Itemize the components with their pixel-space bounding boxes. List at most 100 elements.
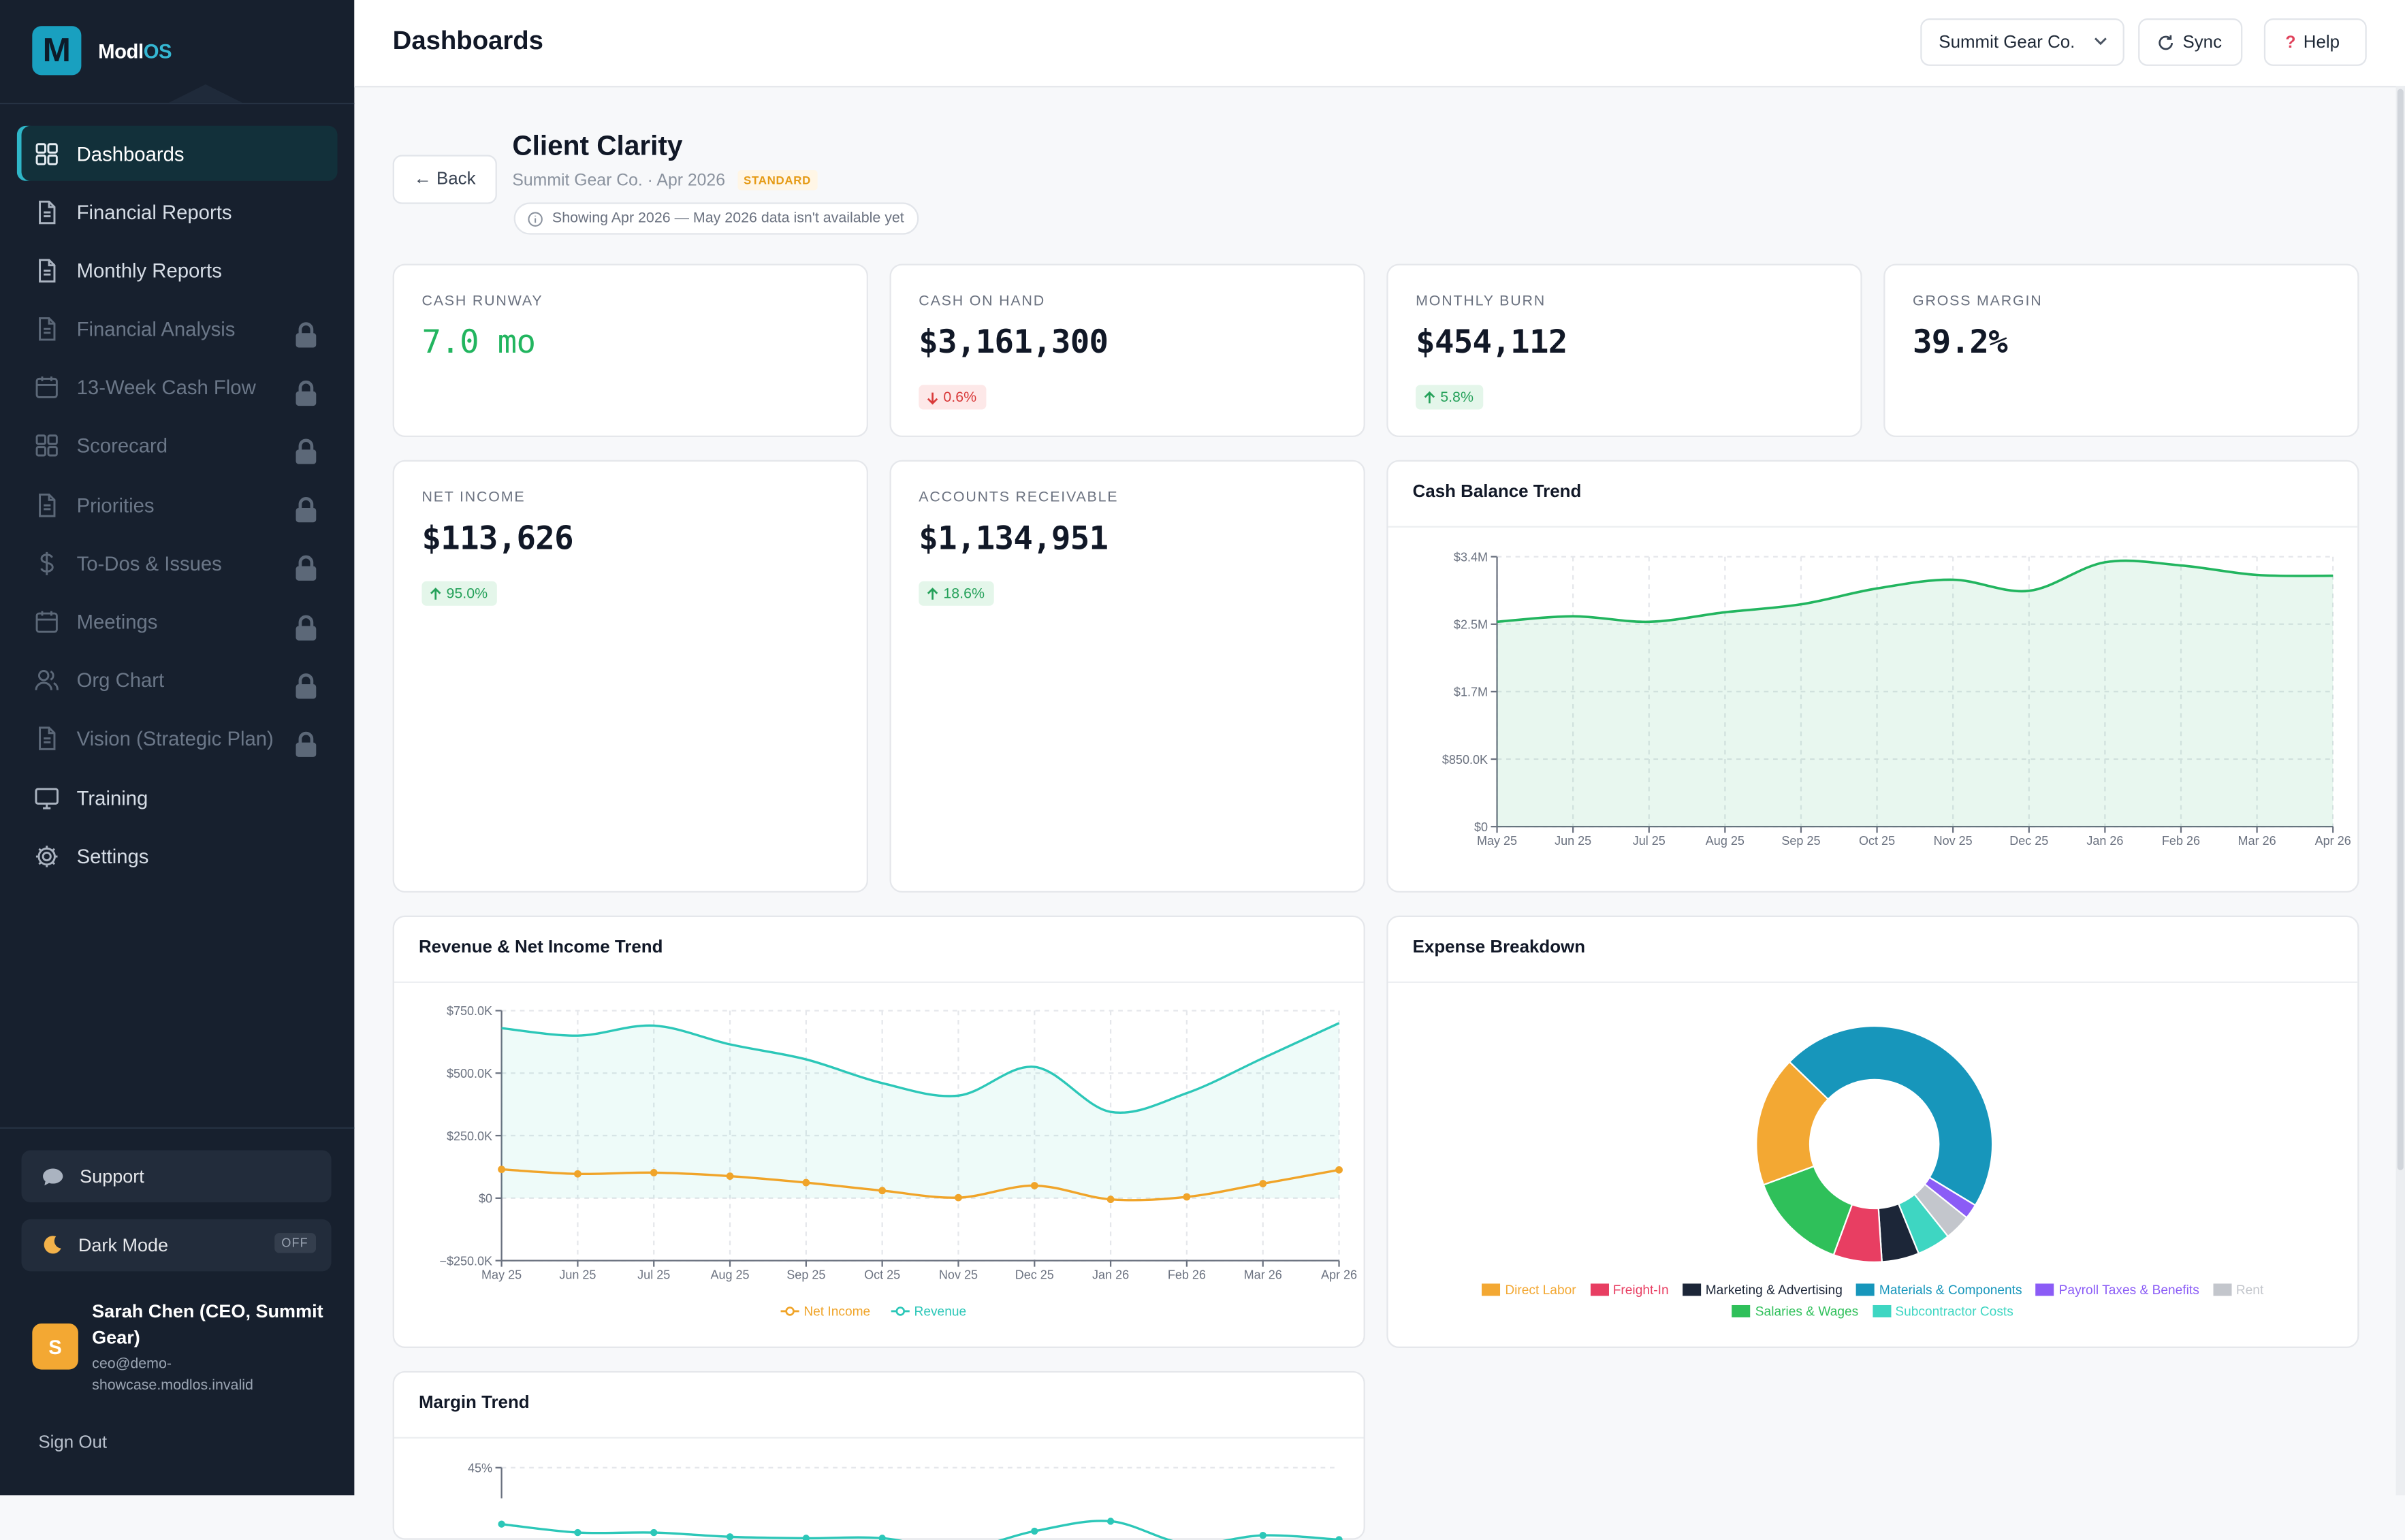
scrollbar-thumb[interactable]: [2397, 89, 2404, 1170]
brand-prefix: Modl: [98, 39, 144, 63]
sidebar-item-dashboards[interactable]: Dashboards: [16, 125, 338, 181]
expense-breakdown-chart[interactable]: [1388, 917, 2361, 1285]
chart-title: Revenue & Net Income Trend: [418, 938, 663, 957]
kpi-card-cash-runway[interactable]: CASH RUNWAY 7.0 mo: [392, 263, 868, 437]
revenue-net-income-chart-card: Revenue & Net Income Trend −$250.0K $0 $25…: [392, 915, 1367, 1349]
sidebar-item-label: Vision (Strategic Plan): [76, 727, 274, 751]
revenue-line: [501, 1022, 1340, 1114]
kpi-card-cash-on-hand[interactable]: CASH ON HAND $3,161,300 0.6%: [889, 263, 1365, 437]
brand[interactable]: M ModlOS: [32, 26, 172, 76]
sidebar-item-financial-analysis[interactable]: Financial Analysis: [17, 302, 338, 357]
legend-label: Subcontractor Costs: [1895, 1303, 2013, 1319]
legend-label: Revenue: [914, 1305, 967, 1319]
revenue-net-income-chart[interactable]: −$250.0K $0 $250.0K $500.0K $750.0K May 25 Jun…: [394, 917, 1367, 1349]
sidebar-item-meetings[interactable]: Meetings: [17, 594, 338, 649]
help-label: Help: [2303, 33, 2340, 52]
revenue-area: [501, 1023, 1339, 1198]
dollar-icon: [40, 551, 54, 575]
cash-balance-chart[interactable]: $0 $850.0K $1.7M $2.5M $3.4M May 25 Jun 25 Jul …: [1388, 462, 2361, 894]
sidebar-item-org-chart[interactable]: Org Chart: [17, 653, 338, 708]
legend-swatch: [1872, 1304, 1891, 1317]
dark-mode-toggle[interactable]: Dark Mode OFF: [21, 1219, 332, 1272]
x-tick-label: Nov 25: [1934, 834, 1973, 848]
legend-label: Rent: [2235, 1282, 2264, 1298]
net-income-point: [650, 1168, 658, 1176]
expense-breakdown-chart-card: Expense Breakdown Direct Labor Freight-In…: [1386, 915, 2361, 1349]
refresh-icon: [2159, 34, 2173, 50]
legend-item[interactable]: Salaries & Wages: [1732, 1304, 1858, 1319]
kpi-card-accounts-receivable[interactable]: ACCOUNTS RECEIVABLE $1,134,951 18.6%: [889, 460, 1365, 893]
topbar: Dashboards Summit Gear Co. Sync ? Help: [354, 0, 2405, 88]
kpi-card-net-income[interactable]: NET INCOME $113,626 95.0%: [392, 460, 868, 893]
brand-name: ModlOS: [98, 39, 172, 62]
document-icon: [39, 493, 56, 517]
chevron-down-icon: [2095, 37, 2107, 46]
sidebar-item-monthly-reports[interactable]: Monthly Reports: [17, 243, 338, 298]
margin-point: [1335, 1536, 1343, 1540]
document-icon: [39, 259, 56, 283]
chart-title: Margin Trend: [418, 1394, 530, 1413]
sidebar-item-settings[interactable]: Settings: [17, 829, 338, 884]
legend-item[interactable]: Materials & Components: [1856, 1282, 2022, 1298]
document-icon: [39, 317, 56, 341]
sidebar-notch: [168, 84, 242, 103]
kpi-label: GROSS MARGIN: [1912, 293, 2043, 310]
x-tick-label: Jun 25: [559, 1268, 596, 1282]
y-tick-label: 45%: [468, 1461, 492, 1475]
y-tick-label: $750.0K: [447, 1004, 492, 1018]
y-tick-label: $1.7M: [1454, 686, 1488, 699]
change-badge: 0.6%: [919, 385, 986, 410]
lock-icon: [296, 497, 317, 523]
sidebar-item-scorecard[interactable]: Scorecard: [17, 419, 338, 474]
kpi-card-monthly-burn[interactable]: MONTHLY BURN $454,112 5.8%: [1386, 263, 1862, 437]
dashboard-context: Summit Gear Co. · Apr 2026: [512, 171, 725, 190]
arrow-up-icon: [927, 586, 938, 599]
area-fill: [1497, 560, 2334, 827]
kpi-label: CASH RUNWAY: [421, 293, 543, 310]
arrow-up-icon: [1424, 390, 1435, 403]
sidebar-item-vision-strategic-plan[interactable]: Vision (Strategic Plan): [17, 711, 338, 767]
document-icon: [39, 727, 56, 751]
sidebar-item-financial-reports[interactable]: Financial Reports: [17, 185, 338, 240]
kpi-card-gross-margin[interactable]: GROSS MARGIN 39.2%: [1883, 263, 2359, 437]
sidebar-item-to-dos-issues[interactable]: To-Dos & Issues: [17, 536, 338, 591]
x-tick-label: Jan 26: [2086, 834, 2123, 848]
legend-item[interactable]: Subcontractor Costs: [1872, 1303, 2013, 1319]
net-income-point: [802, 1178, 810, 1187]
lock-icon: [296, 556, 317, 581]
back-button[interactable]: ← Back: [392, 155, 497, 204]
sidebar-item-13-week-cash-flow[interactable]: 13-Week Cash Flow: [17, 360, 338, 415]
data-availability-notice: Showing Apr 2026 — May 2026 data isn't a…: [513, 202, 920, 235]
change-badge: 18.6%: [919, 581, 994, 606]
lock-icon: [296, 321, 317, 347]
chart-title: Cash Balance Trend: [1412, 483, 1582, 502]
legend-item[interactable]: Payroll Taxes & Benefits: [2035, 1282, 2199, 1298]
margin-trend-chart[interactable]: 45%: [394, 1373, 1367, 1540]
sidebar-item-priorities[interactable]: Priorities: [17, 477, 338, 532]
margin-point: [574, 1528, 582, 1537]
sidebar-item-label: Priorities: [76, 493, 155, 517]
company-select[interactable]: Summit Gear Co.: [1920, 18, 2124, 66]
help-icon: ?: [2285, 33, 2296, 52]
kpi-value: $113,626: [421, 519, 573, 557]
y-tick-label: −$250.0K: [439, 1254, 492, 1268]
change-value: 5.8%: [1440, 389, 1474, 406]
legend-item[interactable]: Rent: [2213, 1282, 2263, 1298]
gear-icon: [35, 845, 58, 867]
kpi-value: $454,112: [1416, 323, 1567, 361]
legend-swatch: [1682, 1283, 1701, 1296]
help-button[interactable]: ? Help: [2263, 18, 2367, 66]
legend-item[interactable]: Direct Labor: [1482, 1282, 1576, 1298]
support-button[interactable]: Support: [21, 1150, 332, 1203]
x-tick-label: Apr 26: [1321, 1268, 1357, 1282]
user-profile[interactable]: S Sarah Chen (CEO, Summit Gear) ceo@demo…: [32, 1299, 330, 1397]
cash-balance-chart-card: Cash Balance Trend $0 $850.0K $1.7M $2.5M $3…: [1386, 460, 2359, 893]
x-tick-label: Dec 25: [1015, 1268, 1054, 1282]
sign-out-link[interactable]: Sign Out: [38, 1434, 108, 1453]
legend-item[interactable]: Freight-In: [1589, 1282, 1669, 1298]
sidebar-item-training[interactable]: Training: [17, 770, 338, 825]
lock-icon: [296, 380, 317, 406]
change-badge: 95.0%: [421, 581, 497, 606]
legend-item[interactable]: Marketing & Advertising: [1682, 1282, 1843, 1298]
sync-button[interactable]: Sync: [2138, 18, 2243, 66]
